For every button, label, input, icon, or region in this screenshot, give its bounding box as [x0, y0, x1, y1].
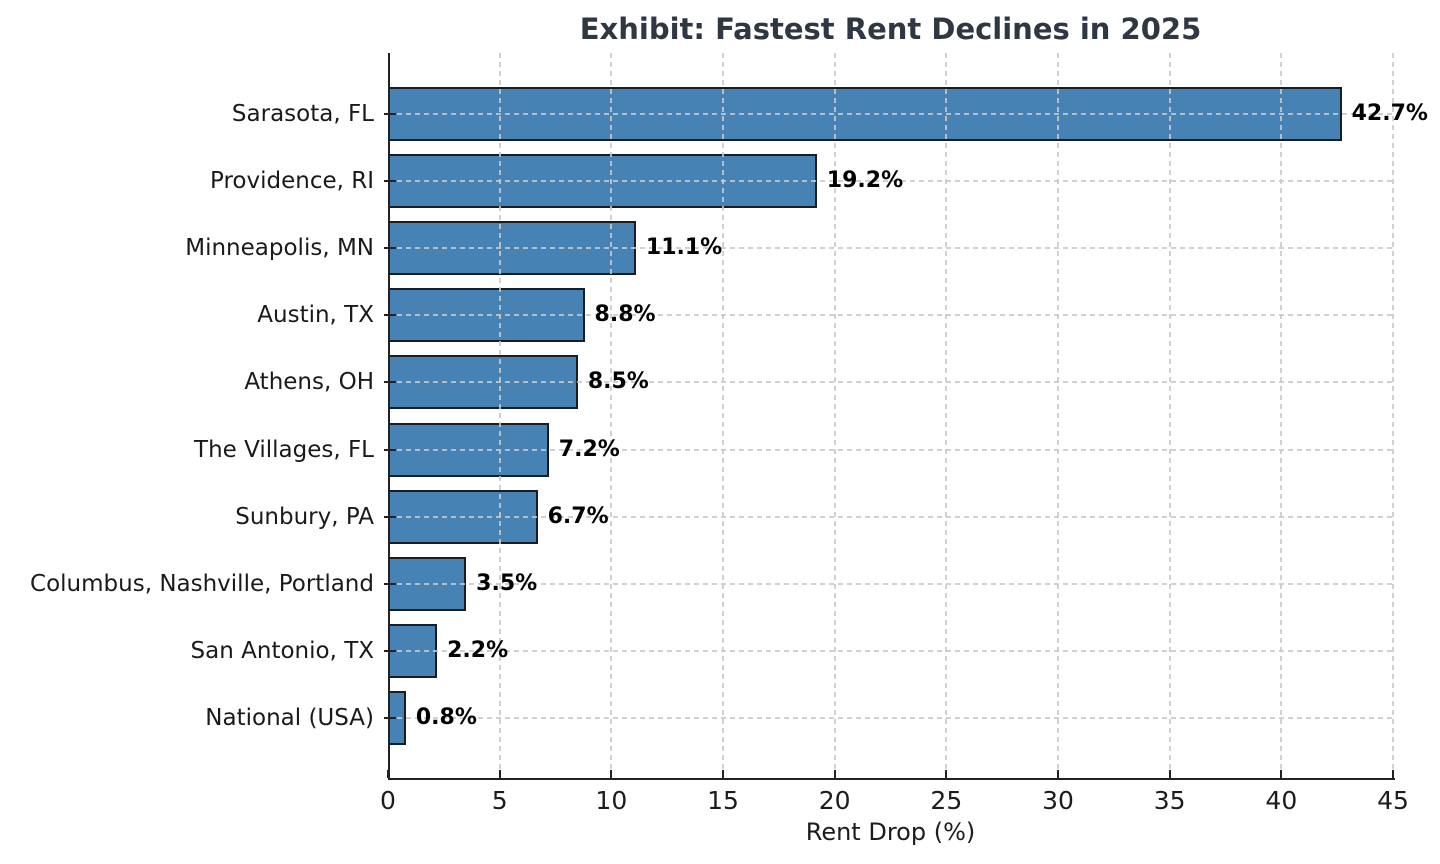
- x-tick-mark: [1280, 770, 1283, 778]
- y-tick-mark: [384, 649, 396, 652]
- x-tick-mark: [1057, 770, 1059, 778]
- x-tick-label: 15: [707, 786, 739, 815]
- gridline-vertical: [1057, 53, 1059, 778]
- x-tick-mark: [833, 770, 836, 778]
- bar: [388, 87, 1342, 141]
- bar-value-label: 8.5%: [587, 369, 649, 395]
- category-label: Austin, TX: [257, 302, 374, 329]
- x-tick-label: 20: [818, 786, 851, 815]
- bar: [388, 288, 585, 343]
- category-label: San Antonio, TX: [190, 637, 374, 664]
- x-tick-mark: [610, 770, 613, 778]
- x-tick-label: 40: [1265, 786, 1298, 815]
- bar-value-label: 11.1%: [645, 235, 723, 261]
- gridline-horizontal: [388, 649, 1393, 652]
- x-tick-label: 35: [1153, 786, 1186, 815]
- y-tick-mark: [384, 381, 396, 384]
- x-tick-label: 0: [380, 786, 396, 815]
- category-label: Sunbury, PA: [235, 503, 374, 530]
- bar: [388, 489, 538, 544]
- x-axis-label: Rent Drop (%): [805, 818, 976, 846]
- bar: [388, 355, 578, 410]
- x-tick-label: 5: [491, 786, 508, 815]
- gridline-horizontal: [388, 716, 1393, 719]
- x-tick-label: 30: [1042, 786, 1074, 815]
- y-tick-mark: [384, 448, 396, 451]
- x-tick-mark: [498, 770, 501, 778]
- gridline-horizontal: [388, 582, 1393, 585]
- x-tick-label: 45: [1377, 786, 1409, 815]
- x-tick-mark: [1168, 770, 1171, 778]
- bar: [388, 556, 467, 611]
- bar-value-label: 7.2%: [558, 436, 620, 462]
- category-label: Providence, RI: [210, 168, 374, 195]
- y-tick-mark: [384, 515, 396, 518]
- category-label: Sarasota, FL: [231, 101, 374, 127]
- bar-value-label: 2.2%: [447, 637, 509, 663]
- y-tick-mark: [384, 314, 396, 317]
- gridline-vertical: [1280, 53, 1283, 778]
- gridline-vertical: [945, 53, 948, 778]
- category-label: Minneapolis, MN: [185, 235, 374, 262]
- y-tick-mark: [384, 582, 396, 585]
- y-tick-mark: [384, 716, 396, 719]
- bar-value-label: 42.7%: [1351, 101, 1428, 126]
- gridline-vertical: [1168, 53, 1171, 778]
- y-tick-mark: [384, 113, 396, 115]
- y-axis-spine: [388, 53, 390, 780]
- category-label: Athens, OH: [244, 369, 374, 396]
- y-tick-mark: [384, 180, 396, 183]
- y-tick-mark: [384, 247, 396, 250]
- x-tick-label: 25: [930, 786, 963, 815]
- x-tick-label: 10: [595, 786, 628, 815]
- bar-value-label: 0.8%: [415, 704, 477, 730]
- gridline-vertical: [833, 53, 836, 778]
- bar: [388, 422, 549, 477]
- plot-area: 0 5 10 15 20 25 30 35 40 45 42.7% 19.2% 11.1% 8.8% 8.5…: [380, 53, 1428, 815]
- category-label: The Villages, FL: [194, 436, 374, 463]
- bar: [388, 154, 817, 209]
- gridline-vertical: [1392, 53, 1394, 778]
- category-label: Columbus, Nashville, Portland: [30, 570, 374, 597]
- bar-value-label: 8.8%: [594, 302, 656, 328]
- category-label: National (USA): [205, 704, 374, 731]
- x-axis-spine: [388, 778, 1395, 780]
- chart-title: Exhibit: Fastest Rent Declines in 2025: [579, 12, 1202, 46]
- x-tick-mark: [722, 770, 724, 778]
- bar-value-label: 19.2%: [826, 168, 904, 194]
- bar-value-label: 6.7%: [547, 503, 609, 529]
- bar-value-label: 3.5%: [476, 570, 538, 596]
- gridline-horizontal: [388, 515, 1393, 518]
- bar: [388, 221, 636, 276]
- x-tick-mark: [1392, 770, 1394, 778]
- x-tick-mark: [945, 770, 948, 778]
